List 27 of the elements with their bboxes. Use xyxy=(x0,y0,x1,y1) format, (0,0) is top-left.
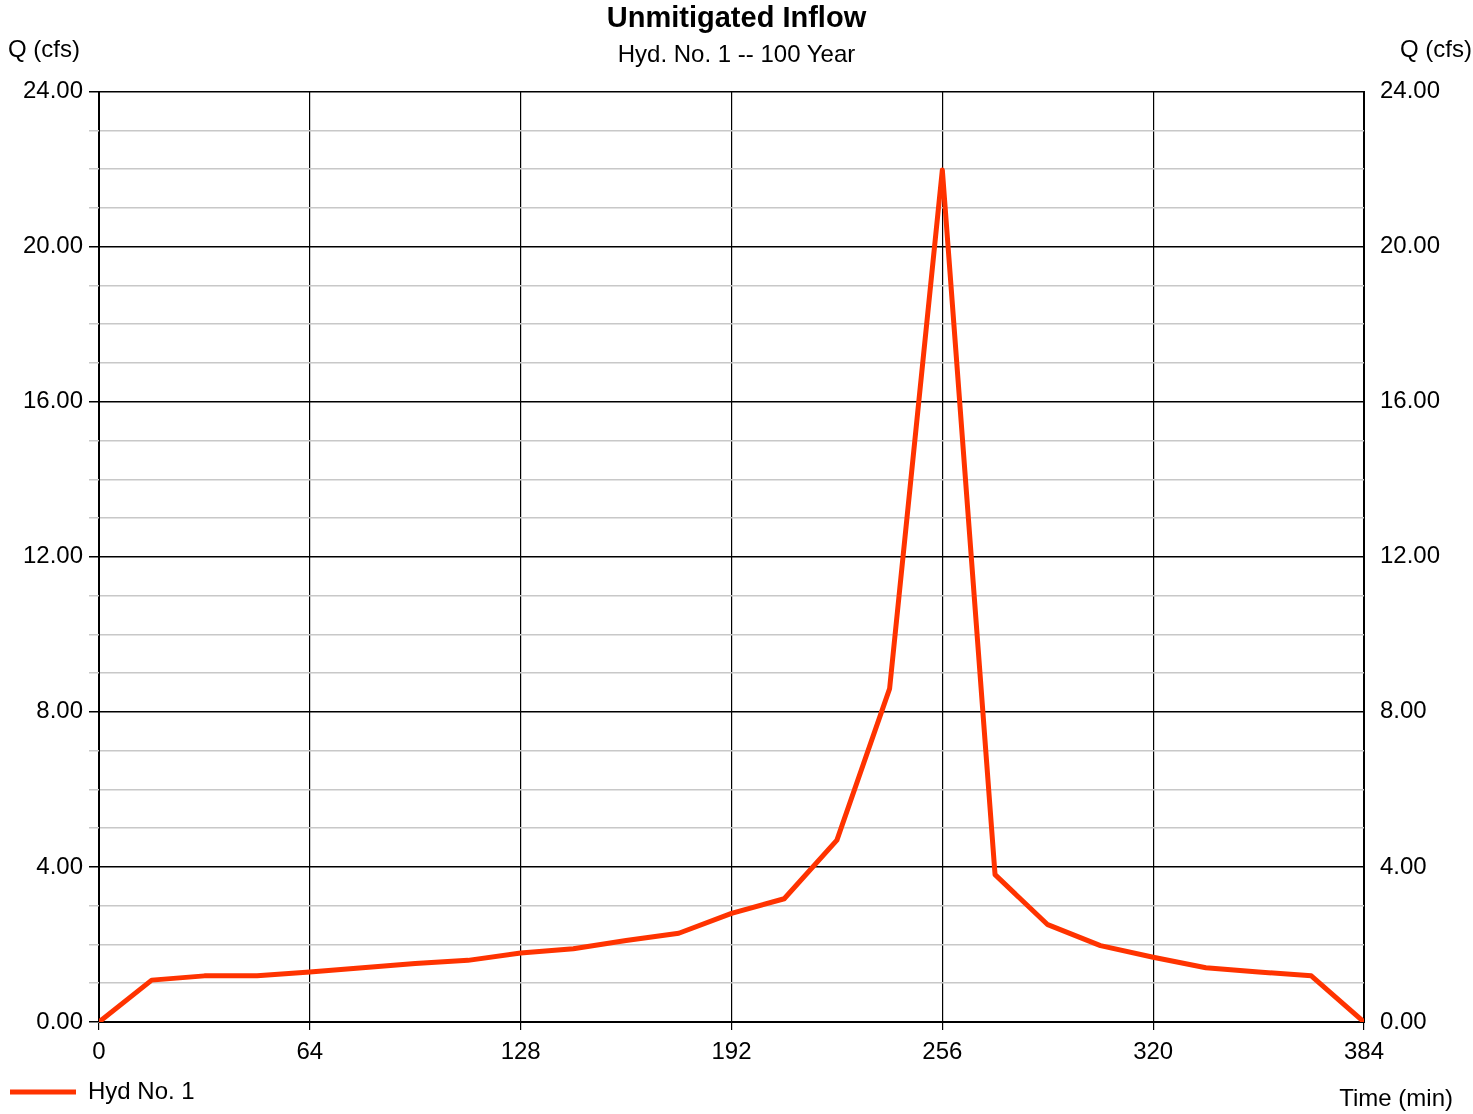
y-axis-title: Q (cfs) xyxy=(8,35,80,62)
y2-tick-label: 24.00 xyxy=(1380,76,1441,104)
y2-tick-label: 20.00 xyxy=(1380,231,1441,259)
y-tick-label: 0.00 xyxy=(36,1006,83,1034)
x-tick-label: 64 xyxy=(296,1037,324,1065)
y-tick-label: 4.00 xyxy=(36,851,83,879)
y2-tick-label: 16.00 xyxy=(1380,386,1441,414)
x-tick-label: 320 xyxy=(1133,1037,1174,1065)
y-tick-label: 8.00 xyxy=(36,696,83,724)
chart-title: Unmitigated Inflow xyxy=(606,1,867,34)
y2-tick-label: 4.00 xyxy=(1380,851,1427,879)
y2-axis-title: Q (cfs) xyxy=(1400,35,1472,62)
y-tick-label: 16.00 xyxy=(22,386,83,414)
y2-tick-label: 0.00 xyxy=(1380,1006,1427,1034)
y2-tick-label: 8.00 xyxy=(1380,696,1427,724)
y-tick-label: 24.00 xyxy=(22,76,83,104)
x-axis-title: Time (min) xyxy=(1339,1084,1453,1111)
y2-tick-label: 12.00 xyxy=(1380,541,1441,569)
x-tick-label: 192 xyxy=(711,1037,752,1065)
legend-label: Hyd No. 1 xyxy=(88,1076,195,1104)
x-tick-label: 384 xyxy=(1343,1037,1385,1065)
y-tick-label: 20.00 xyxy=(22,231,83,259)
x-tick-label: 128 xyxy=(500,1037,541,1065)
y-tick-label: 12.00 xyxy=(22,541,83,569)
x-tick-label: 256 xyxy=(922,1037,963,1065)
x-tick-label: 0 xyxy=(92,1037,106,1065)
chart-subtitle: Hyd. No. 1 -- 100 Year xyxy=(617,39,856,67)
